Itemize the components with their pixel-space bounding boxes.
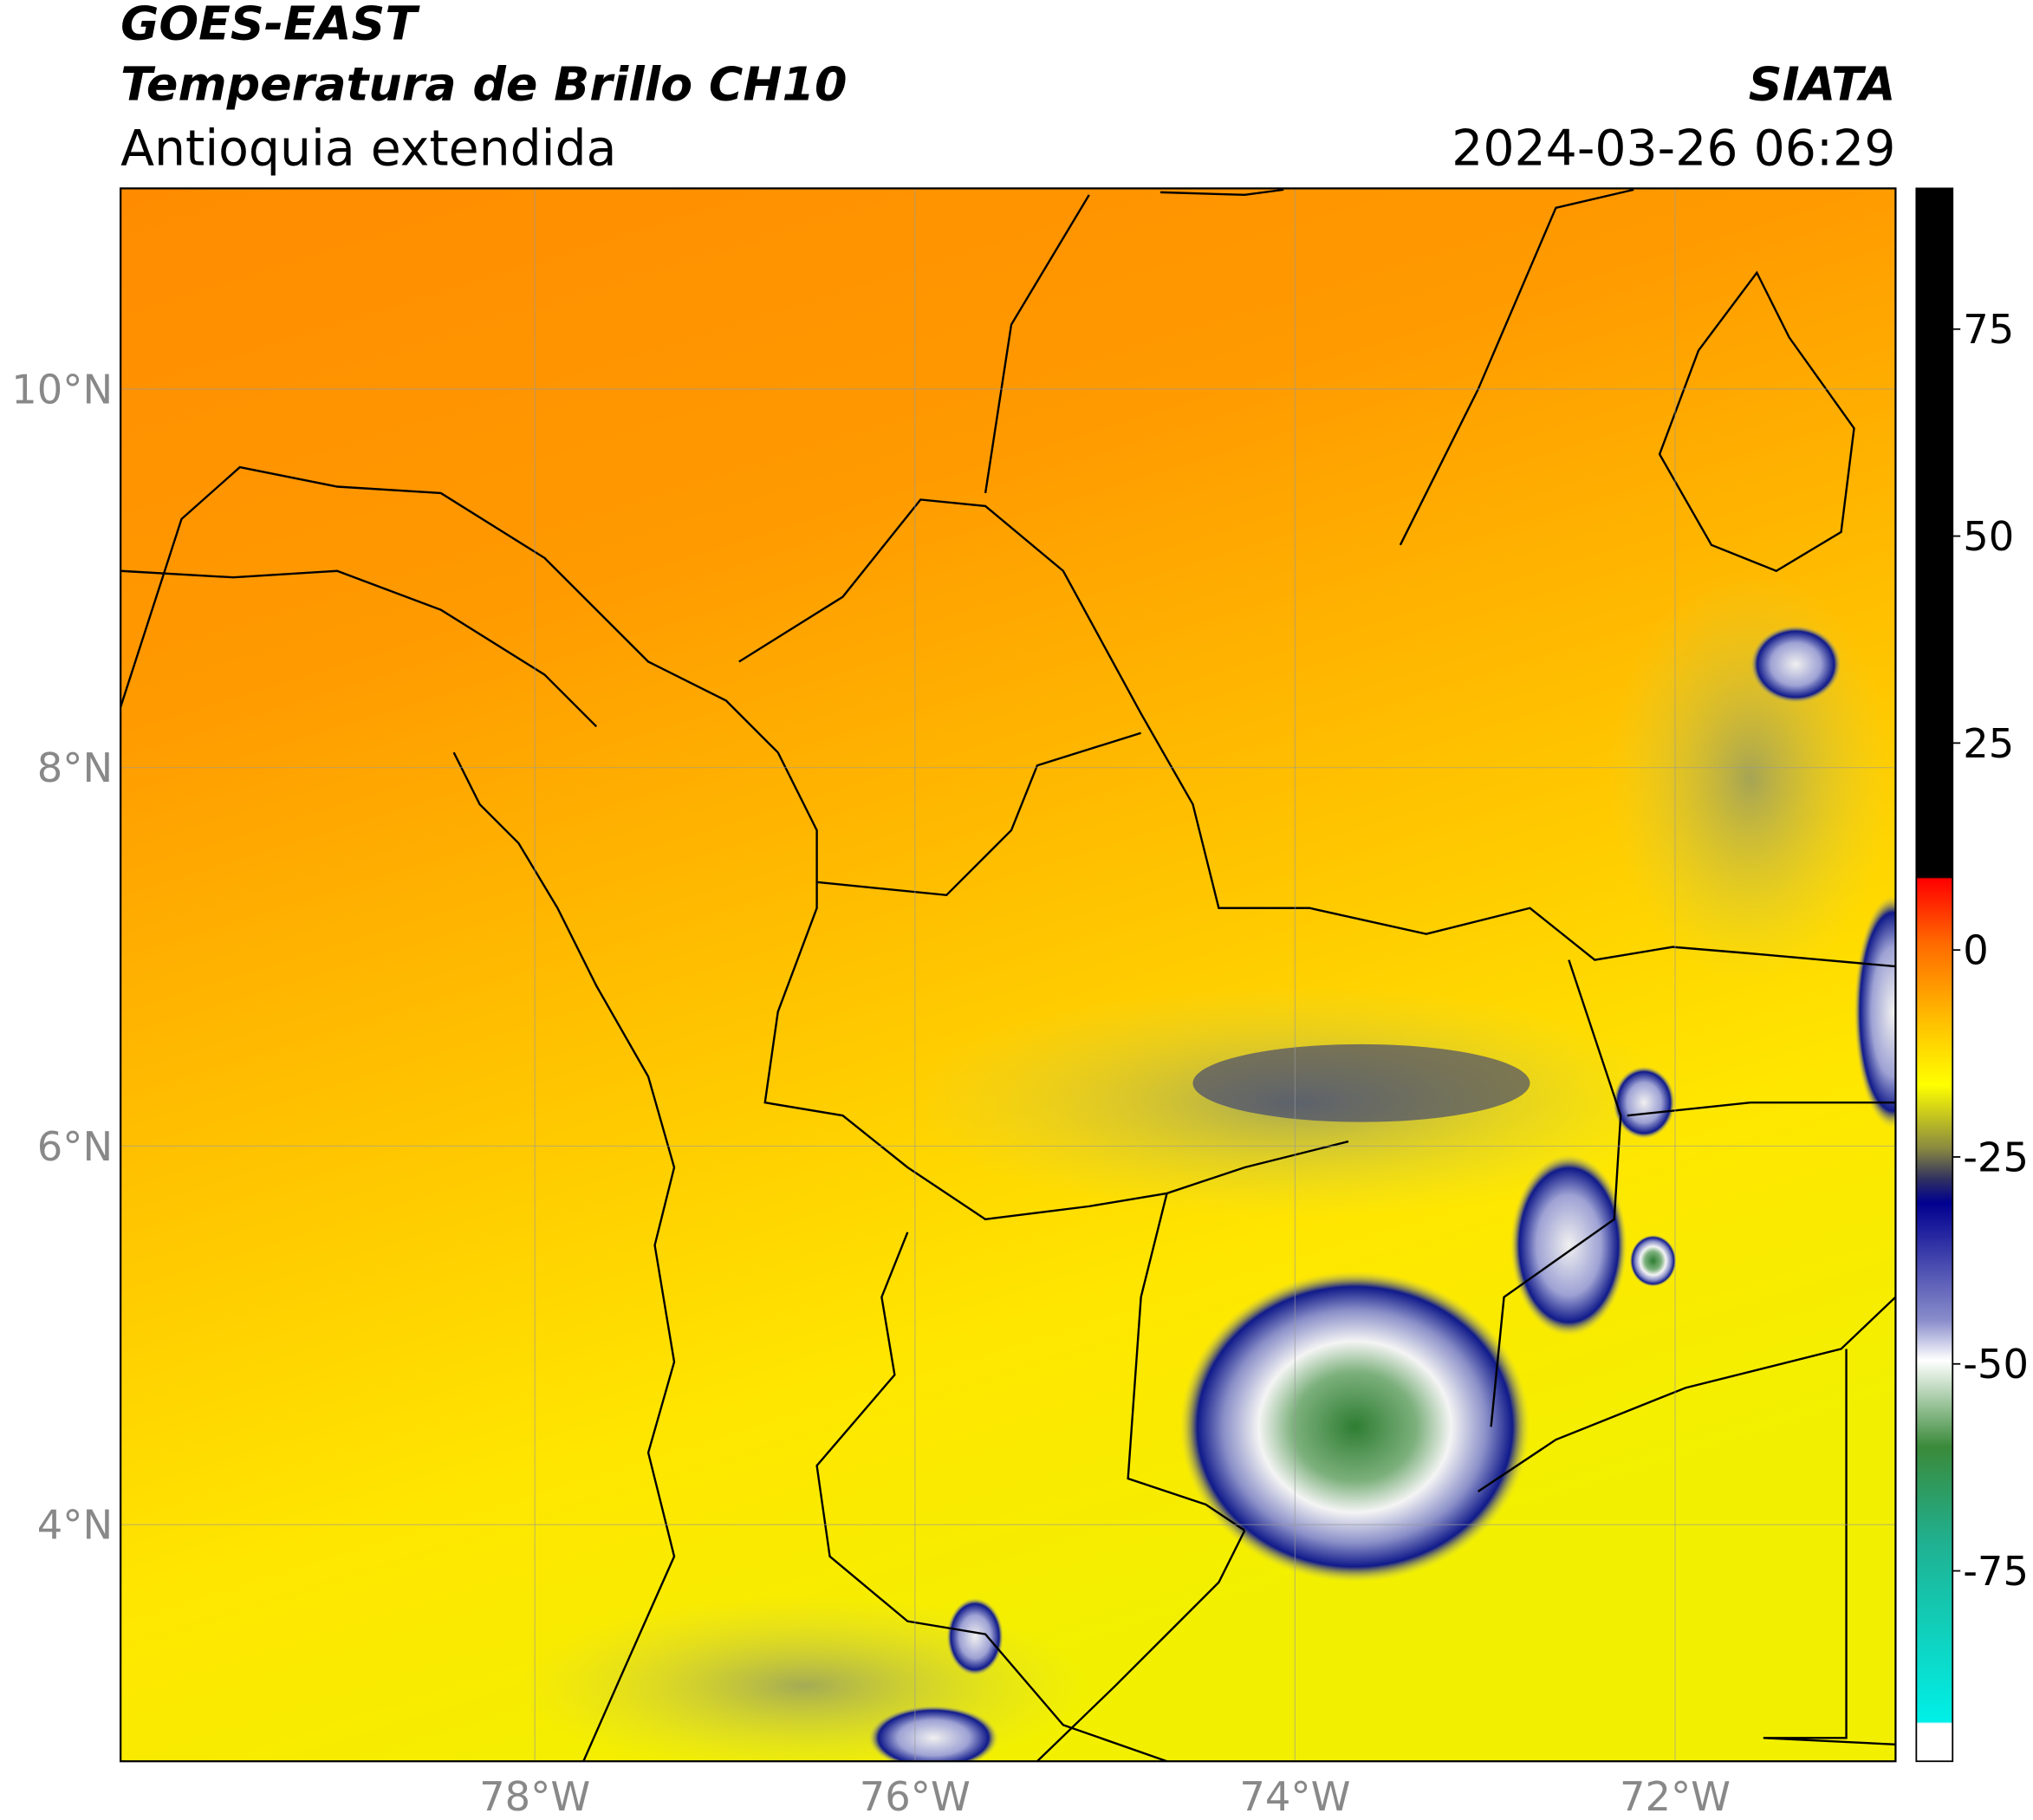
lon-tick-label: 72°W — [1620, 1773, 1731, 1820]
map-image — [120, 188, 1896, 1762]
lon-tick-label: 74°W — [1239, 1773, 1350, 1820]
lat-tick-label: 6°N — [37, 1123, 113, 1170]
lat-tick-label: 4°N — [37, 1502, 113, 1549]
lon-tick-label: 78°W — [479, 1773, 590, 1820]
lon-tick-label: 76°W — [860, 1773, 971, 1820]
map-frame — [120, 187, 1897, 1763]
subtitle: Temperatura de Brillo CH10 — [120, 57, 847, 112]
datetime: 2024-03-26 06:29 — [1452, 120, 1895, 177]
colorbar-tick-label: 0 — [1963, 927, 1989, 974]
colorbar-tick-label: 75 — [1963, 306, 2014, 353]
region: Antioquia extendida — [120, 120, 616, 177]
colorbar-tick-label: 25 — [1963, 720, 2014, 767]
colorbar — [1915, 187, 1954, 1763]
colorbar-tick-label: -75 — [1963, 1548, 2029, 1595]
axes: 78°W 76°W 74°W 72°W 10°N 8°N 6°N 4°N — [11, 188, 1896, 1820]
colorbar-tick-label: 50 — [1963, 513, 2014, 560]
lat-tick-label: 10°N — [11, 366, 113, 413]
colorbar-tick-label: -50 — [1963, 1341, 2029, 1388]
lat-tick-label: 8°N — [37, 744, 113, 791]
source: SIATA — [1749, 57, 1896, 112]
colorbar-tick-label: -25 — [1963, 1134, 2029, 1180]
title: GOES-EAST — [120, 0, 420, 50]
